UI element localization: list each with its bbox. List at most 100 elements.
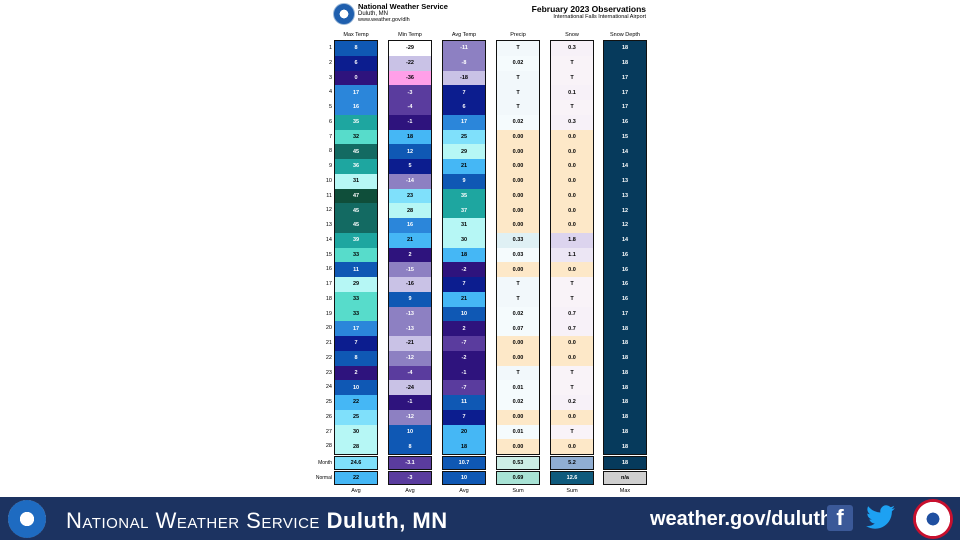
cell-max-day-20: 17 — [335, 321, 377, 336]
column-header-precip: Precip — [510, 32, 526, 38]
cell-max-day-25: 22 — [335, 395, 377, 410]
cell-snow-day-14: 1.8 — [551, 232, 593, 248]
day-label: 1 — [328, 45, 332, 51]
cell-avg-day-16: -2 — [443, 262, 485, 277]
cell-depth-day-14: 14 — [604, 232, 646, 248]
cell-precip-day-6: 0.02 — [497, 114, 539, 130]
cell-depth-day-10: 13 — [604, 173, 646, 189]
day-label: 8 — [328, 148, 332, 155]
cell-precip-day-26: 0.00 — [497, 409, 539, 425]
banner-title: National Weather Service Duluth, MN — [66, 508, 448, 534]
cell-snow-day-15: 1.1 — [551, 247, 593, 263]
day-label: 4 — [328, 89, 332, 96]
cell-min-day-14: 21 — [389, 232, 431, 248]
cell-max-day-17: 29 — [335, 277, 377, 292]
cell-snow-day-6: 0.3 — [551, 114, 593, 130]
banner-url[interactable]: weather.gov/duluth — [650, 508, 833, 530]
cell-snow-day-17: T — [551, 277, 593, 292]
cell-avg-day-28: 18 — [443, 439, 485, 454]
cell-avg-day-12: 37 — [443, 203, 485, 218]
cell-snow-day-21: 0.0 — [551, 336, 593, 351]
cell-min-day-25: -1 — [389, 395, 431, 410]
twitter-icon[interactable] — [866, 505, 896, 531]
cell-max-day-14: 39 — [335, 232, 377, 248]
column-header-max: Max Temp — [343, 32, 369, 38]
cell-avg-day-18: 21 — [443, 291, 485, 307]
day-label: 15 — [325, 251, 332, 258]
cell-snow-day-24: T — [551, 380, 593, 395]
cell-avg-day-2: -8 — [443, 55, 485, 71]
day-label: 17 — [325, 281, 332, 287]
cell-snow-day-26: 0.0 — [551, 409, 593, 425]
cell-min-day-27: 10 — [389, 424, 431, 440]
cell-min-day-12: 28 — [389, 203, 431, 218]
nws-seal-icon — [913, 499, 953, 539]
cell-avg-day-23: -1 — [443, 365, 485, 381]
cell-depth-day-9: 14 — [604, 159, 646, 174]
cell-min-day-4: -3 — [389, 85, 431, 100]
day-label: 7 — [328, 133, 332, 140]
cell-snow-day-1: 0.3 — [551, 41, 593, 56]
day-label: 27 — [325, 428, 332, 435]
cell-min-day-9: 5 — [389, 159, 431, 174]
cell-avg-day-17: 7 — [443, 277, 485, 292]
cell-min-day-10: -14 — [389, 173, 431, 189]
cell-max-day-16: 11 — [335, 262, 377, 277]
cell-max-day-7: 32 — [335, 129, 377, 145]
cell-max-day-18: 33 — [335, 291, 377, 307]
cell-snow-day-5: T — [551, 100, 593, 115]
facebook-icon[interactable]: f — [827, 505, 853, 531]
cell-precip-day-1: T — [497, 41, 539, 56]
cell-depth-day-24: 18 — [604, 380, 646, 395]
cell-depth-day-23: 18 — [604, 365, 646, 381]
column-depth: 18 18 17 17 17 16 15 14 14 13 13 12 12 14 16 16 16 16 17 18… — [603, 40, 647, 455]
cell-max-day-21: 7 — [335, 336, 377, 351]
cell-depth-day-4: 17 — [604, 85, 646, 100]
cell-avg-day-22: -2 — [443, 350, 485, 366]
org-url[interactable]: www.weather.gov/dlh — [358, 17, 410, 23]
cell-max-day-26: 25 — [335, 409, 377, 425]
cell-depth-day-22: 18 — [604, 350, 646, 366]
cell-avg-day-20: 2 — [443, 321, 485, 336]
summary-normal-depth: n/a — [603, 471, 647, 485]
day-label: 23 — [325, 369, 332, 376]
cell-depth-day-3: 17 — [604, 70, 646, 86]
column-footer-max: Avg — [351, 488, 361, 494]
cell-avg-day-27: 20 — [443, 424, 485, 440]
cell-min-day-24: -24 — [389, 380, 431, 395]
cell-depth-day-12: 12 — [604, 203, 646, 218]
cell-min-day-7: 18 — [389, 129, 431, 145]
column-header-min: Min Temp — [398, 32, 422, 38]
cell-precip-day-12: 0.00 — [497, 203, 539, 218]
cell-snow-day-23: T — [551, 365, 593, 381]
cell-snow-day-16: 0.0 — [551, 262, 593, 277]
cell-min-day-1: -29 — [389, 41, 431, 56]
cell-snow-day-12: 0.0 — [551, 203, 593, 218]
cell-snow-day-11: 0.0 — [551, 188, 593, 204]
summary-normal-precip: 0.69 — [496, 471, 540, 485]
cell-max-day-8: 45 — [335, 144, 377, 159]
cell-depth-day-16: 16 — [604, 262, 646, 277]
cell-snow-day-19: 0.7 — [551, 306, 593, 322]
day-label: 21 — [325, 340, 332, 346]
cell-precip-day-13: 0.00 — [497, 218, 539, 233]
day-label: 5 — [328, 104, 332, 110]
column-header-depth: Snow Depth — [610, 32, 640, 38]
cell-precip-day-21: 0.00 — [497, 336, 539, 351]
day-label: 2 — [328, 59, 332, 66]
cell-min-day-23: -4 — [389, 365, 431, 381]
cell-depth-day-19: 17 — [604, 306, 646, 322]
cell-snow-day-9: 0.0 — [551, 159, 593, 174]
day-label: 22 — [325, 354, 332, 361]
cell-avg-day-8: 29 — [443, 144, 485, 159]
cell-depth-day-11: 13 — [604, 188, 646, 204]
cell-snow-day-3: T — [551, 70, 593, 86]
day-label: 24 — [325, 384, 332, 391]
cell-avg-day-24: -7 — [443, 380, 485, 395]
cell-precip-day-20: 0.07 — [497, 321, 539, 336]
cell-precip-day-9: 0.00 — [497, 159, 539, 174]
cell-avg-day-21: -7 — [443, 336, 485, 351]
cell-snow-day-22: 0.0 — [551, 350, 593, 366]
cell-snow-day-18: T — [551, 291, 593, 307]
summary-month-avg: 10.7 — [442, 456, 486, 470]
